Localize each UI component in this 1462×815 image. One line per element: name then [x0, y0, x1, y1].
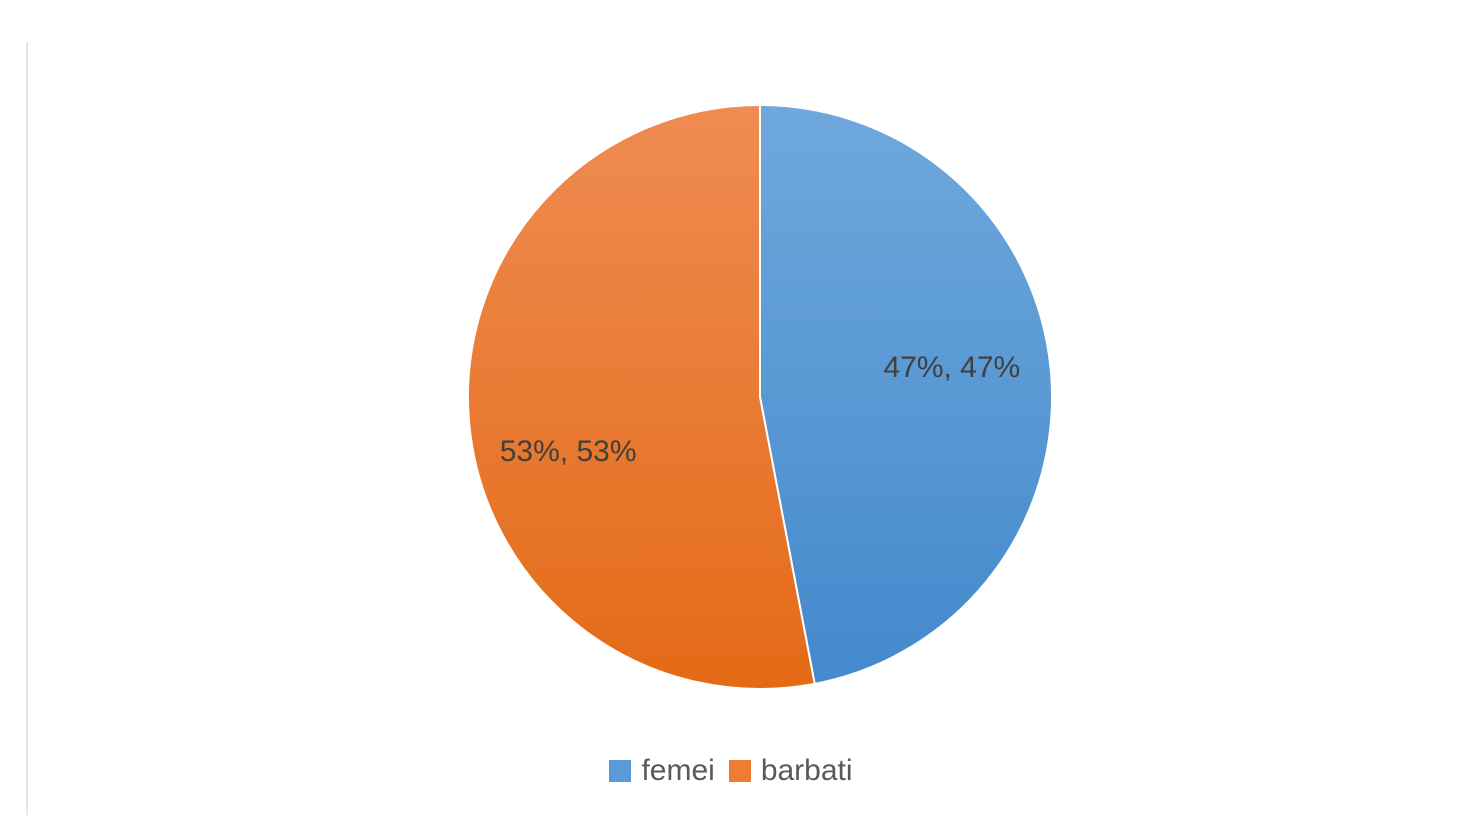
legend-swatch-barbati: [728, 760, 751, 782]
legend-swatch-femei: [609, 760, 632, 782]
legend-label-barbati: barbati: [760, 754, 853, 787]
data-label-barbati: 53%, 53%: [500, 435, 637, 468]
pie-slice-femei: [759, 103, 1053, 685]
pie-slice-barbati: [467, 103, 816, 690]
legend-label-femei: femei: [641, 754, 715, 787]
legend-item-femei: femei: [609, 754, 715, 787]
chart-left-border: [26, 42, 28, 815]
data-label-femei: 47%, 47%: [883, 351, 1020, 384]
pie-chart: 47%, 47% 53%, 53%: [467, 103, 1053, 690]
chart-legend: femei barbati: [0, 756, 1462, 786]
legend-item-barbati: barbati: [728, 754, 853, 787]
